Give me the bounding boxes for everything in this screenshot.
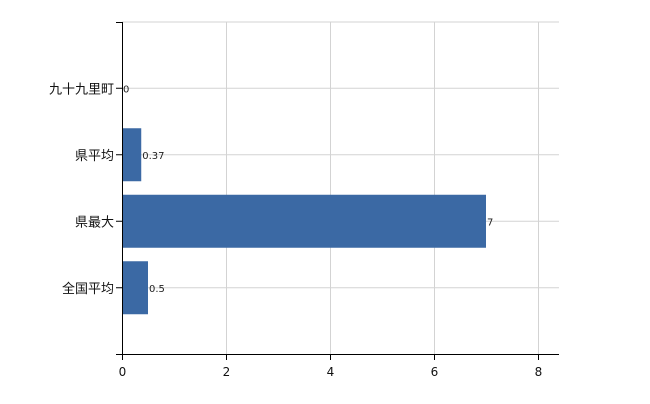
x-tick-label-2: 4 (327, 365, 335, 379)
category-label-2: 県最大 (75, 215, 114, 230)
x-tick-label-4: 8 (535, 365, 543, 379)
axes-layer (116, 22, 559, 360)
bars-layer (122, 128, 486, 315)
bar-1 (122, 128, 142, 182)
bar-3 (122, 261, 148, 315)
data-label-3: 0.5 (149, 284, 165, 295)
category-label-3: 全国平均 (62, 281, 114, 297)
data-label-2: 7 (487, 217, 493, 228)
category-label-0: 九十九里町 (49, 82, 114, 97)
data-label-1: 0.37 (142, 151, 164, 162)
x-tick-label-1: 2 (223, 365, 231, 379)
x-tick-label-3: 6 (431, 365, 439, 379)
category-label-1: 県平均 (75, 149, 114, 164)
grid-layer (122, 21, 559, 354)
x-tick-label-0: 0 (119, 365, 127, 379)
data-label-0: 0 (123, 84, 129, 95)
bar-2 (122, 194, 486, 248)
